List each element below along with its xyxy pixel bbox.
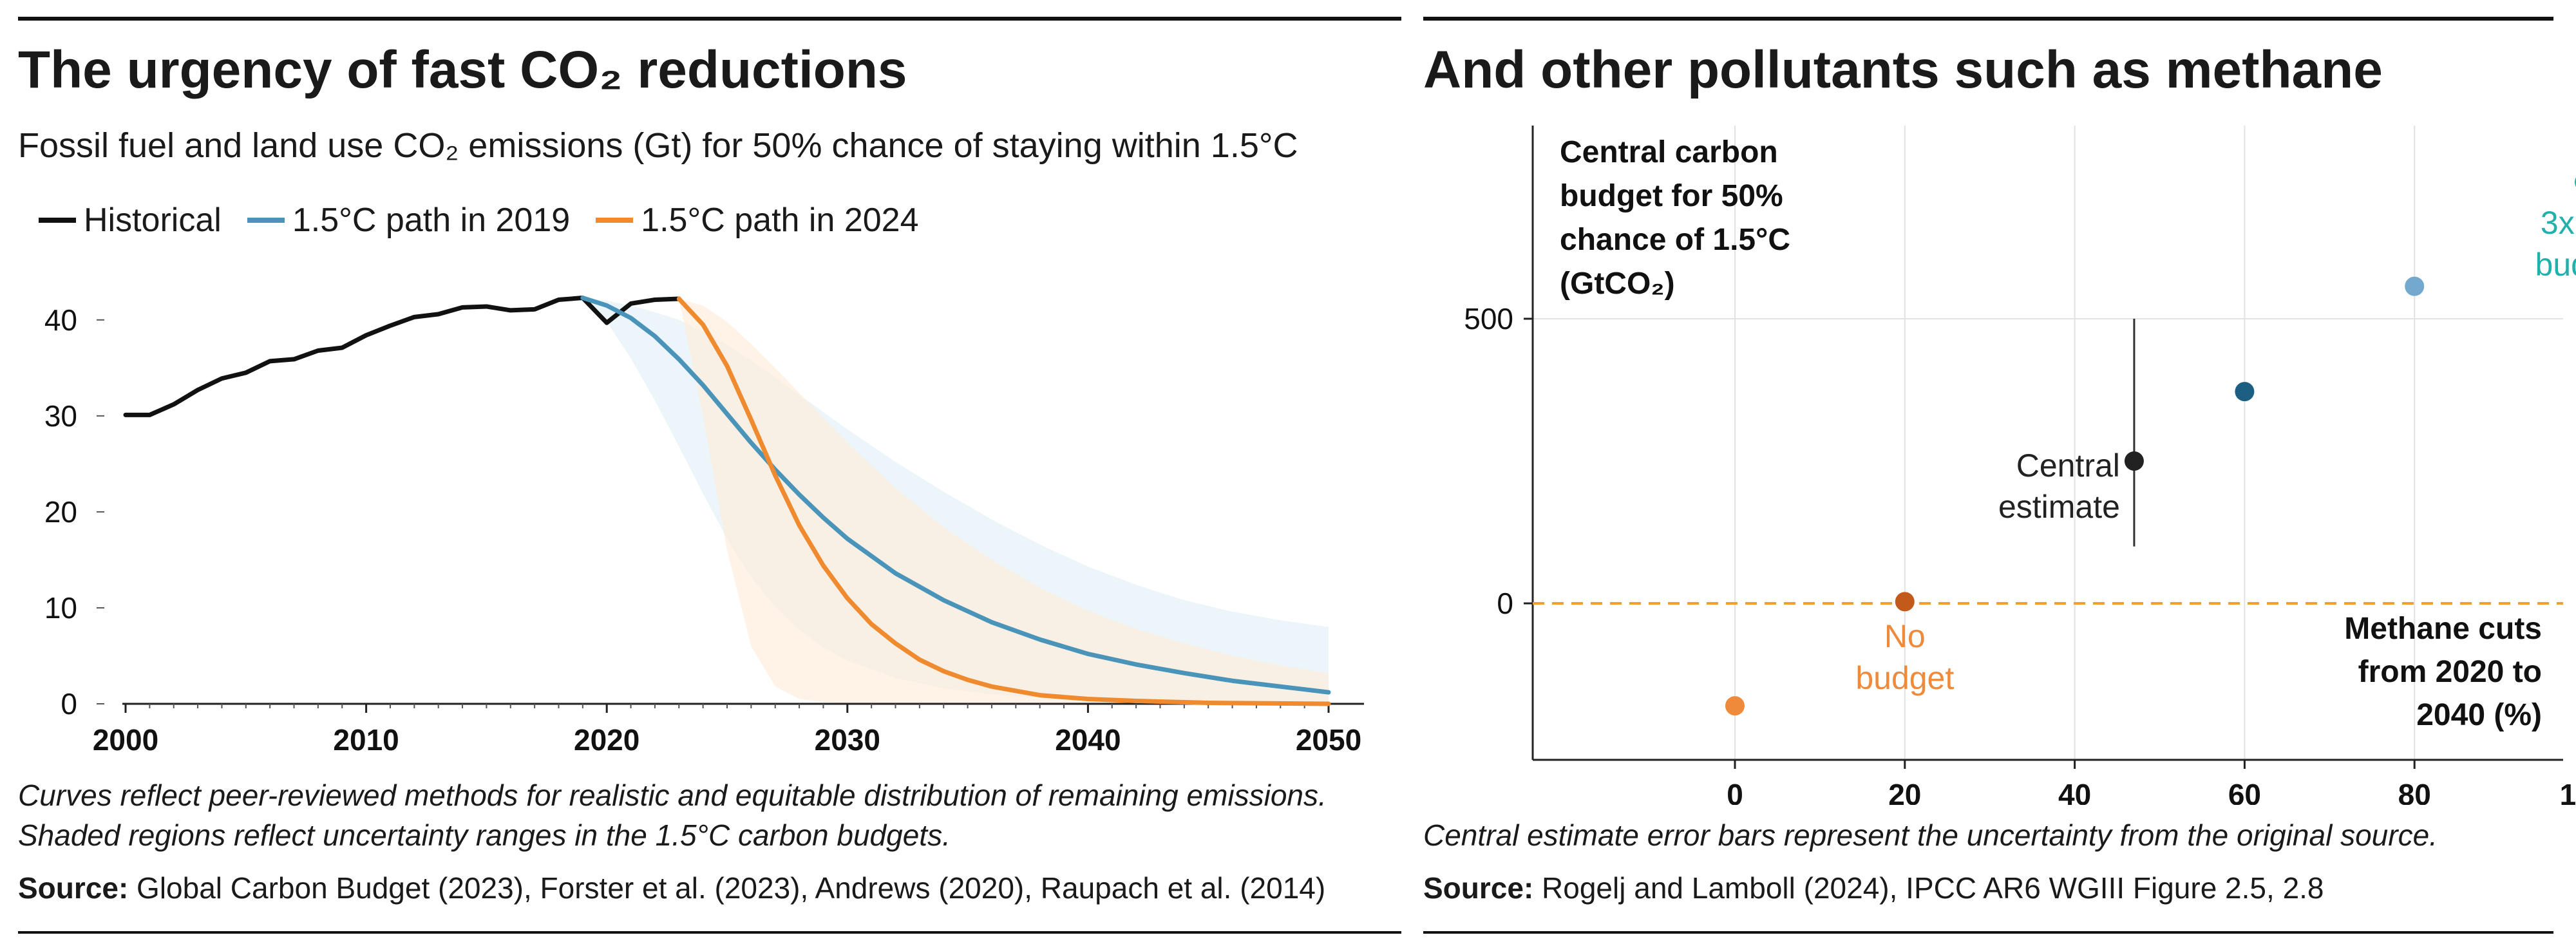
bottom-rule	[18, 931, 1401, 934]
top-rule	[18, 17, 1401, 21]
y-tick-label: 10	[44, 591, 77, 625]
x-axis-label-line: 2040 (%)	[2416, 698, 2542, 732]
left-subtitle: Fossil fuel and land use CO₂ emissions (…	[18, 126, 1298, 165]
legend-swatch-2019	[247, 218, 285, 223]
x-tick-label: 2020	[574, 723, 639, 757]
scatter-point	[2124, 451, 2144, 471]
x-axis-label-line: from 2020 to	[2358, 655, 2542, 689]
scatter-point	[2235, 382, 2255, 402]
left-title: The urgency of fast CO₂ reductions	[18, 41, 907, 99]
legend-item-historical: Historical	[39, 201, 222, 240]
left-note-line-2: Shaded regions reflect uncertainty range…	[18, 818, 951, 852]
scatter-point	[2405, 276, 2425, 296]
x-tick-label: 80	[2398, 778, 2431, 805]
left-source-text: Global Carbon Budget (2023), Forster et …	[128, 871, 1326, 905]
legend-swatch-2024	[596, 218, 634, 223]
right-panel: And other pollutants such as methane 0 20…	[1417, 0, 2576, 944]
y-axis-label-line: budget for 50%	[1560, 179, 1783, 213]
legend-item-2019: 1.5°C path in 2019	[247, 201, 570, 240]
annotation-no-budget: budget	[1855, 660, 1954, 696]
legend: Historical 1.5°C path in 2019 1.5°C path…	[39, 201, 945, 240]
right-source-text: Rogelj and Lamboll (2024), IPCC AR6 WGII…	[1533, 871, 2324, 905]
right-note: Central estimate error bars represent th…	[1423, 818, 2438, 852]
methane-scatter-chart: 0 20 40 60 80 100 0 500 Central carbon budget for…	[1464, 126, 2576, 805]
x-tick-label: 20	[1888, 778, 1921, 805]
x-tick-label: 60	[2228, 778, 2261, 805]
line-path-2024	[676, 296, 1331, 706]
x-tick-label: 2010	[333, 723, 399, 757]
x-tick-label: 2000	[93, 723, 158, 757]
left-panel: The urgency of fast CO₂ reductions Fossi…	[18, 17, 1401, 934]
line-path-2019	[580, 296, 1331, 695]
right-source: Source: Rogelj and Lamboll (2024), IPCC …	[1423, 871, 2324, 905]
y-tick-label: 500	[1464, 302, 1513, 335]
left-source: Source: Global Carbon Budget (2023), For…	[18, 871, 1325, 905]
legend-label-2024: 1.5°C path in 2024	[641, 202, 919, 239]
annotation-3x-budget: 3x the	[2541, 205, 2576, 241]
y-tick-label: 20	[44, 495, 77, 529]
x-tick-label: 100	[2560, 778, 2576, 805]
y-axis-label-line: (GtCO₂)	[1560, 267, 1675, 301]
left-note-line-1: Curves reflect peer-reviewed methods for…	[18, 779, 1327, 812]
left-source-label: Source:	[18, 871, 129, 905]
top-rule	[1423, 17, 2553, 21]
right-title: And other pollutants such as methane	[1423, 41, 2383, 99]
annotation-central-estimate: Central	[2016, 448, 2120, 484]
y-tick-label: 0	[1497, 587, 1513, 620]
legend-item-2024: 1.5°C path in 2024	[596, 201, 919, 240]
y-tick-label: 30	[44, 399, 77, 433]
legend-label-2019: 1.5°C path in 2019	[292, 202, 571, 239]
y-tick-label: 0	[61, 687, 77, 721]
legend-label-historical: Historical	[84, 202, 222, 239]
y-axis-label-line: Central carbon	[1560, 135, 1778, 169]
x-tick-label: 2050	[1296, 723, 1361, 757]
x-axis-label-line: Methane cuts	[2344, 612, 2542, 646]
annotation-3x-budget: budget	[2535, 247, 2576, 283]
right-source-label: Source:	[1423, 871, 1534, 905]
scatter-point	[1895, 592, 1915, 612]
x-tick-label: 2040	[1055, 723, 1121, 757]
x-tick-label: 2030	[815, 723, 880, 757]
legend-swatch-historical	[39, 218, 76, 223]
scatter-point	[1725, 696, 1745, 716]
x-tick-label: 0	[1727, 778, 1743, 805]
x-tick-label: 40	[2058, 778, 2091, 805]
uncertainty-band-2024	[679, 299, 1329, 704]
y-axis-label-line: chance of 1.5°C	[1560, 223, 1790, 257]
line-historical	[123, 296, 681, 417]
annotation-central-estimate: estimate	[1998, 489, 2120, 525]
bottom-rule	[1423, 931, 2553, 934]
y-tick-label: 40	[44, 303, 77, 337]
annotation-no-budget: No	[1884, 618, 1926, 654]
